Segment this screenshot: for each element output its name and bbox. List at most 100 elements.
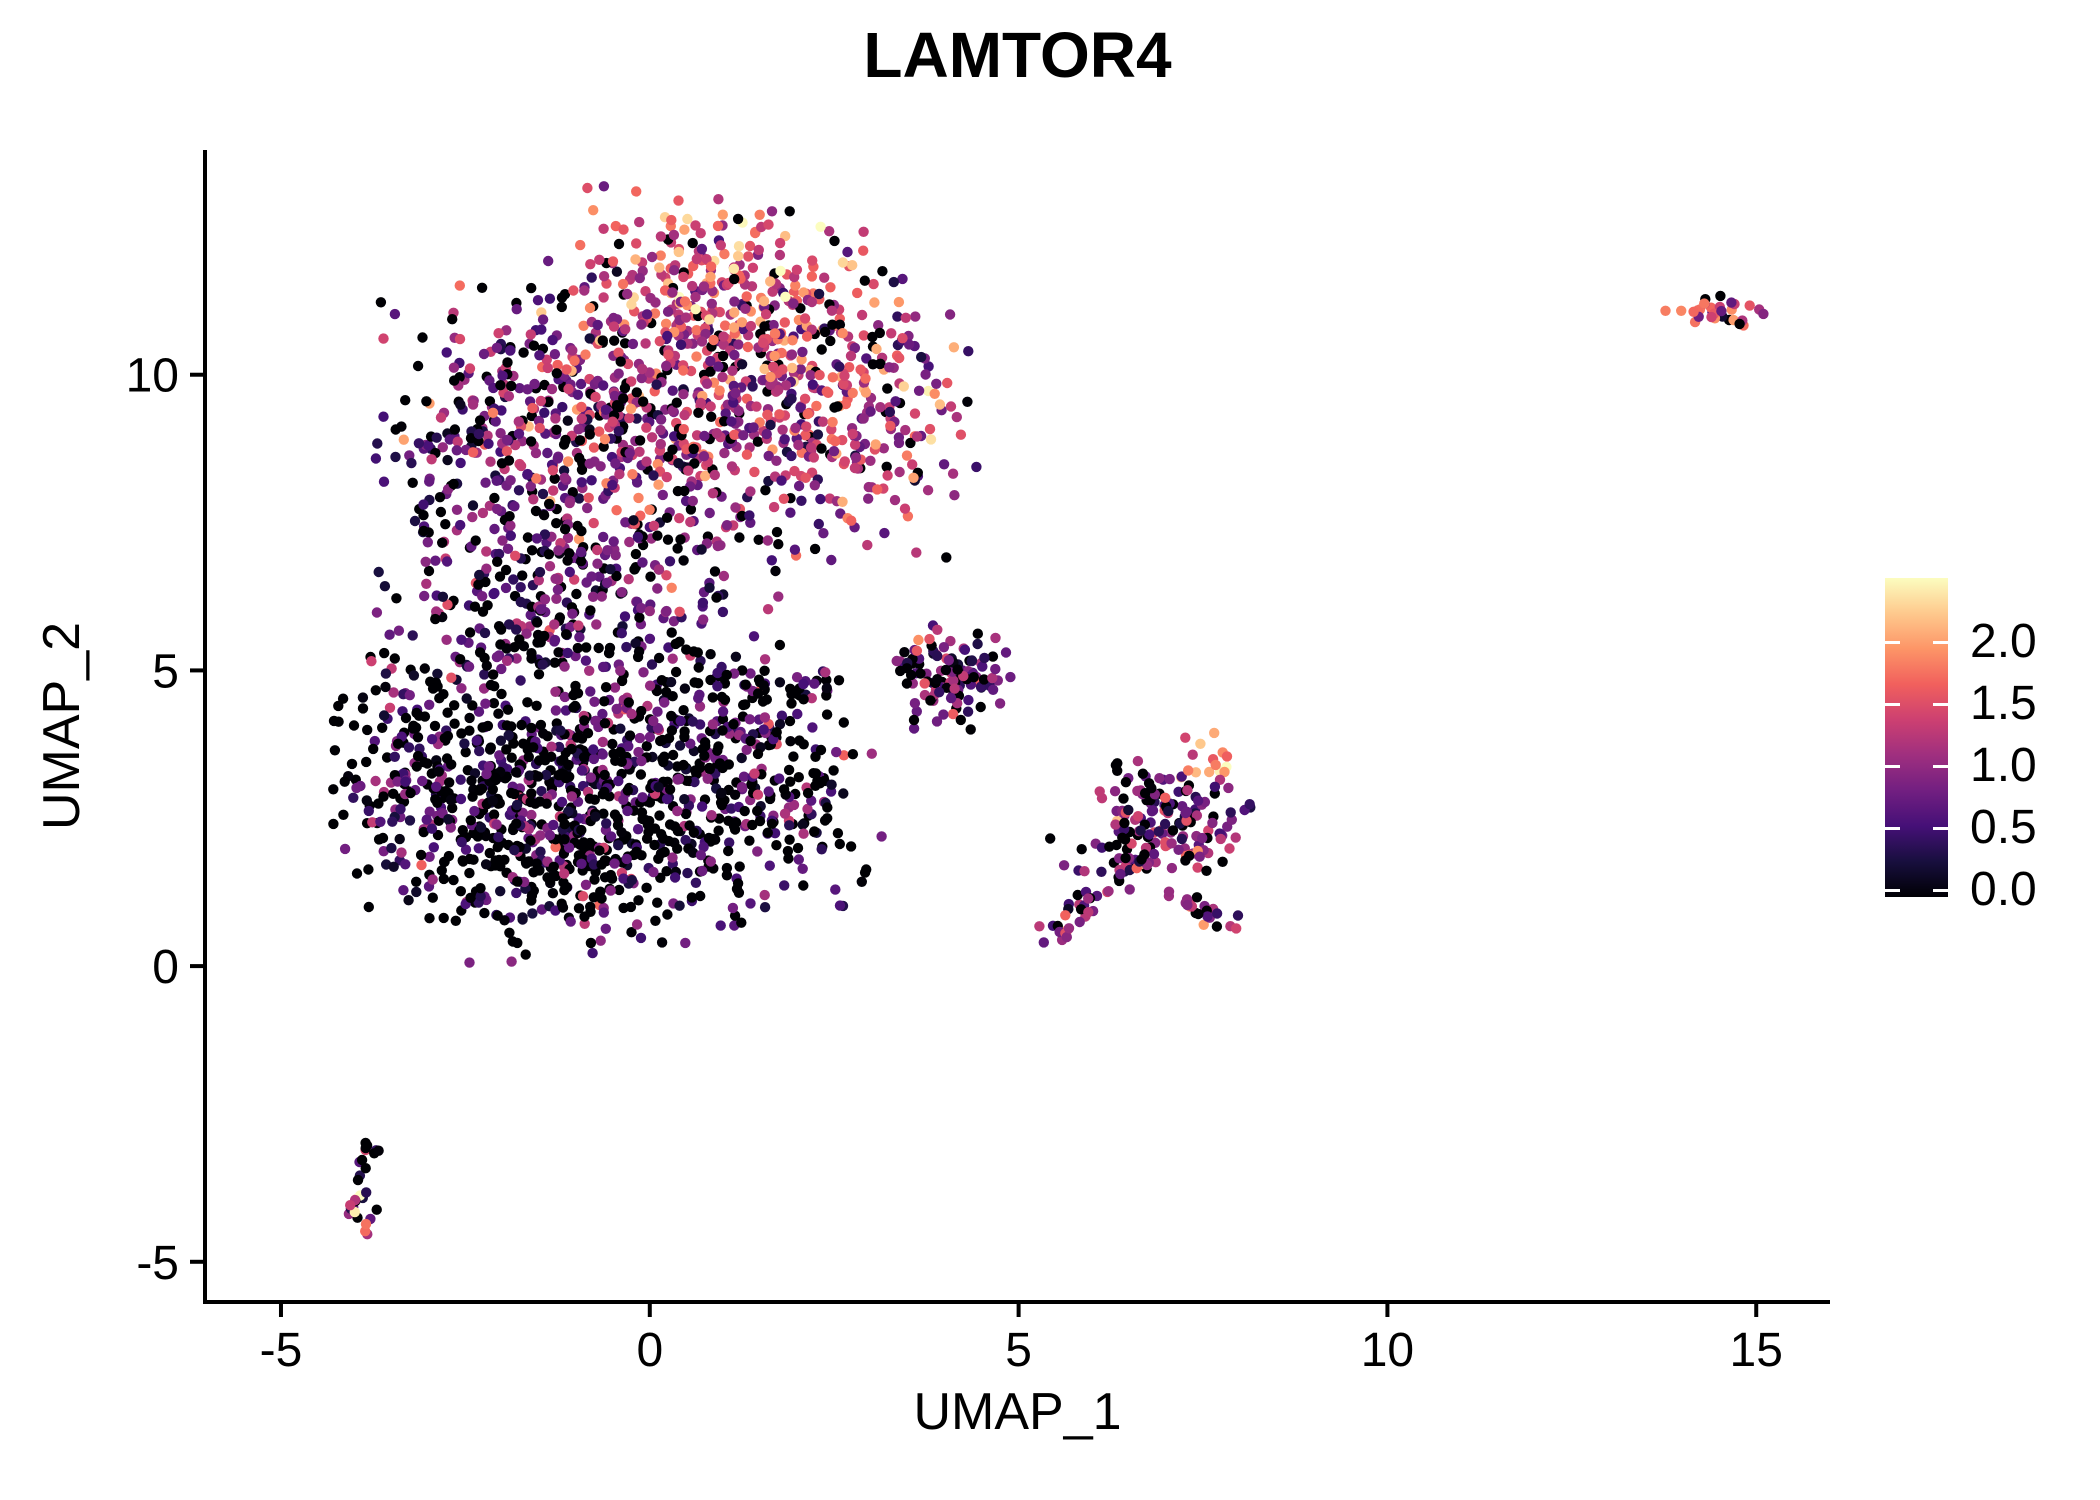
cell-point xyxy=(615,356,626,367)
cell-point xyxy=(534,865,545,876)
cell-point xyxy=(584,333,595,344)
cell-point xyxy=(644,731,656,743)
cell-point xyxy=(363,805,374,817)
cell-point xyxy=(791,264,803,275)
cell-point xyxy=(752,748,764,760)
cell-point xyxy=(757,696,769,707)
cell-point xyxy=(563,759,574,771)
cell-point xyxy=(661,866,672,877)
cell-point xyxy=(916,351,927,363)
cell-point xyxy=(712,667,723,679)
cell-point xyxy=(612,813,623,824)
cell-point xyxy=(802,803,813,815)
cell-point xyxy=(435,506,447,518)
cell-point xyxy=(655,872,666,883)
cell-point xyxy=(412,732,424,743)
cell-point xyxy=(511,818,522,829)
cell-point xyxy=(859,275,870,286)
y-tick-label: -5 xyxy=(136,1237,179,1290)
cell-point xyxy=(641,422,652,433)
cell-point xyxy=(717,371,728,383)
cell-point xyxy=(539,529,551,540)
cell-point xyxy=(704,764,715,775)
cell-point xyxy=(636,372,647,384)
cell-point xyxy=(457,855,468,866)
cell-point xyxy=(705,271,716,282)
cell-point xyxy=(1221,751,1233,762)
cell-point xyxy=(600,404,611,415)
cell-point xyxy=(876,831,887,842)
cell-point xyxy=(834,900,846,911)
cell-point xyxy=(721,862,733,874)
y-tick-label: 10 xyxy=(126,350,179,403)
cell-point xyxy=(473,428,485,440)
cell-point xyxy=(826,305,838,316)
cell-point xyxy=(656,937,668,948)
cell-point xyxy=(1083,893,1094,904)
cell-point xyxy=(808,452,819,463)
cell-point xyxy=(596,859,607,870)
cell-point xyxy=(739,805,750,817)
cell-point xyxy=(826,554,837,566)
cell-point xyxy=(493,621,505,632)
cell-point xyxy=(442,599,453,610)
cell-point xyxy=(778,784,790,795)
legend-tick-mark xyxy=(1933,702,1948,706)
cell-point xyxy=(689,677,700,688)
cell-point xyxy=(816,344,827,355)
cell-point xyxy=(601,818,612,829)
cell-point xyxy=(479,627,491,639)
cell-point xyxy=(551,368,562,379)
cell-point xyxy=(534,796,545,807)
cell-point xyxy=(613,775,624,787)
cell-point xyxy=(680,937,691,949)
cell-point xyxy=(630,548,642,560)
cell-point xyxy=(910,311,921,322)
cell-point xyxy=(707,488,719,499)
cell-point xyxy=(1176,833,1188,845)
cell-point xyxy=(585,772,597,783)
cell-point xyxy=(484,847,495,859)
cell-point xyxy=(1094,786,1105,797)
cell-point xyxy=(427,892,438,903)
cell-point xyxy=(827,372,838,383)
cell-point xyxy=(765,419,776,431)
cell-point xyxy=(492,556,503,567)
cell-point xyxy=(742,341,754,353)
cell-point xyxy=(607,479,618,491)
cell-point xyxy=(830,884,841,895)
cell-point xyxy=(881,461,892,472)
cell-point xyxy=(924,633,935,645)
cell-point xyxy=(328,818,339,830)
cell-point xyxy=(680,834,691,846)
cell-point xyxy=(351,868,363,879)
cell-point xyxy=(636,602,647,614)
cell-point xyxy=(502,543,514,554)
cell-point xyxy=(790,688,801,699)
cell-point xyxy=(893,437,905,449)
cell-point xyxy=(418,826,429,838)
cell-point xyxy=(534,422,545,434)
cell-point xyxy=(657,489,668,501)
cell-point xyxy=(707,692,718,703)
cell-point xyxy=(448,478,459,490)
cell-point xyxy=(1734,318,1745,330)
cell-point xyxy=(959,644,971,655)
cell-point xyxy=(644,633,656,644)
cell-point xyxy=(821,674,832,686)
cell-point xyxy=(679,409,690,421)
cell-point xyxy=(575,239,586,251)
cell-point xyxy=(705,401,716,412)
cell-point xyxy=(598,661,609,673)
cell-point xyxy=(805,442,817,453)
cell-point xyxy=(809,480,820,491)
legend-tick-mark xyxy=(1933,888,1948,892)
cell-point xyxy=(613,347,624,358)
cell-point xyxy=(573,620,584,631)
cell-point xyxy=(815,493,826,505)
cell-point xyxy=(653,564,665,575)
cell-point xyxy=(701,378,713,389)
cell-point xyxy=(441,634,452,645)
cell-point xyxy=(493,328,504,339)
cell-point xyxy=(800,472,811,483)
